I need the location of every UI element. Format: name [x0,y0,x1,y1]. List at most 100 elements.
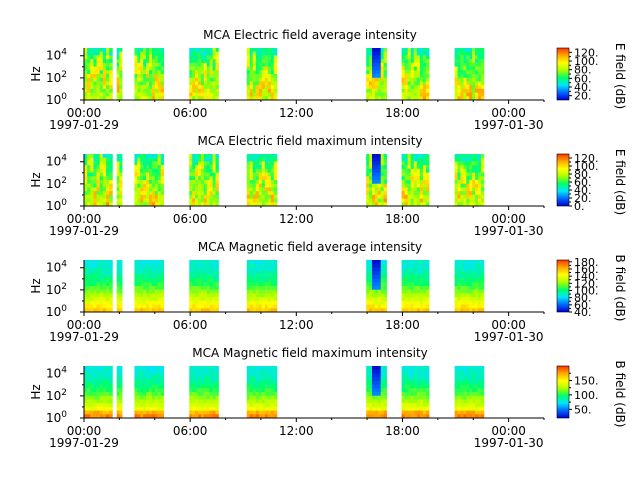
colorbar-tick-label: 100. [574,160,599,173]
data-block [189,48,219,101]
y-tick-label: 102 [46,388,67,403]
x-tick-label: 12:00 [279,424,314,438]
colorbar-tick-label: 40. [574,306,592,319]
x-tick-label: 18:00 [385,212,420,226]
x-tick-label: 12:00 [279,212,314,226]
colorbar-tick-label: 120. [574,46,599,59]
data-block [401,260,430,313]
colorbar-tick-label: 80. [574,168,592,181]
data-block [246,48,278,101]
colorbar-tick-label: 0. [574,200,585,213]
data-block [116,366,123,419]
colorbar-tick-label: 120. [574,277,599,290]
colorbar-tick-label: 100. [574,389,599,402]
x-tick-label: 00:00 [491,212,526,226]
data-block [189,366,219,419]
colorbar-tick-label: 60. [574,72,592,85]
data-block [84,154,113,207]
x-end-date: 1997-01-30 [474,224,544,238]
y-tick-label: 102 [46,176,67,191]
x-end-date: 1997-01-30 [474,118,544,132]
x-tick-label: 00:00 [491,318,526,332]
colorbar: 0.20.40.60.80.100.120. E field (dB) [556,149,627,215]
colorbar-tick-label: 20. [574,192,592,205]
panel-title: MCA Magnetic field average intensity [198,240,422,254]
panel-title: MCA Electric field maximum intensity [197,134,422,148]
panel-3: MCA Magnetic field average intensity 100 1… [29,240,627,344]
y-tick-label: 100 [46,198,67,213]
data-block [246,366,278,419]
spectrogram-cells [84,48,485,101]
y-tick-label: 100 [46,92,67,107]
x-tick-label: 00:00 [491,424,526,438]
x-tick-label: 12:00 [279,318,314,332]
colorbar-tick-label: 40. [574,81,592,94]
y-axis-label: Hz [29,384,43,399]
colorbar-gradient [556,259,570,313]
data-block [454,48,485,101]
spectrogram-cells [84,366,485,419]
panel-4: MCA Magnetic field maximum intensity 100 1… [29,346,627,450]
x-tick-label: 00:00 [67,318,102,332]
colorbar: 20.40.60.80.100.120. E field (dB) [556,43,627,109]
colorbar-label: E field (dB) [613,149,627,215]
data-block [366,48,387,101]
colorbar: 40.60.80.100.120.140.160.180. B field (dB… [556,255,627,321]
x-start-date: 1997-01-29 [49,330,119,344]
y-axis-label: Hz [29,172,43,187]
data-block [401,154,430,207]
x-tick-label: 18:00 [385,106,420,120]
x-tick-label: 00:00 [491,106,526,120]
y-tick-label: 104 [46,154,67,169]
panel-title: MCA Magnetic field maximum intensity [192,346,428,360]
y-tick-label: 104 [46,48,67,63]
colorbar: 50.100. 150. B field (dB) [556,361,627,427]
colorbar-tick-label: 100. [574,284,599,297]
y-tick-label: 100 [46,410,67,425]
colorbar-tick-label: 40. [574,184,592,197]
data-block [84,366,113,419]
y-axis-label: Hz [29,66,43,81]
data-block [246,154,278,207]
colorbar-tick-label: 100. [574,55,599,68]
data-block [401,366,430,419]
spectrogram-cells [84,260,485,313]
x-end-date: 1997-01-30 [474,436,544,450]
x-end-date: 1997-01-30 [474,330,544,344]
colorbar-tick-label: 80. [574,292,592,305]
data-block [366,366,387,419]
data-block [116,260,123,313]
data-block [366,260,387,313]
x-tick-label: 00:00 [67,106,102,120]
panel-2: MCA Electric field maximum intensity 100 1… [29,134,627,238]
x-start-date: 1997-01-29 [49,436,119,450]
data-block [401,48,430,101]
data-block [84,260,113,313]
data-block [454,154,485,207]
y-axis-label: Hz [29,278,43,293]
x-start-date: 1997-01-29 [49,118,119,132]
panel-title: MCA Electric field average intensity [203,28,417,42]
data-block [116,48,123,101]
data-block [454,260,485,313]
x-start-date: 1997-01-29 [49,224,119,238]
x-tick-label: 00:00 [67,212,102,226]
colorbar-tick-label: 60. [574,176,592,189]
colorbar-tick-label: 140. [574,270,599,283]
x-tick-label: 06:00 [173,318,208,332]
colorbar-tick-label: 60. [574,299,592,312]
y-tick-label: 104 [46,260,67,275]
data-block [189,260,219,313]
colorbar-label: E field (dB) [613,43,627,109]
colorbar-tick-label: 20. [574,90,592,103]
x-tick-label: 18:00 [385,424,420,438]
colorbar-tick-label: 120. [574,152,599,165]
x-tick-label: 06:00 [173,106,208,120]
colorbar-tick-label: 160. [574,263,599,276]
y-tick-label: 102 [46,282,67,297]
y-tick-label: 104 [46,366,67,381]
data-block [134,154,165,207]
data-block [134,260,165,313]
x-tick-label: 12:00 [279,106,314,120]
